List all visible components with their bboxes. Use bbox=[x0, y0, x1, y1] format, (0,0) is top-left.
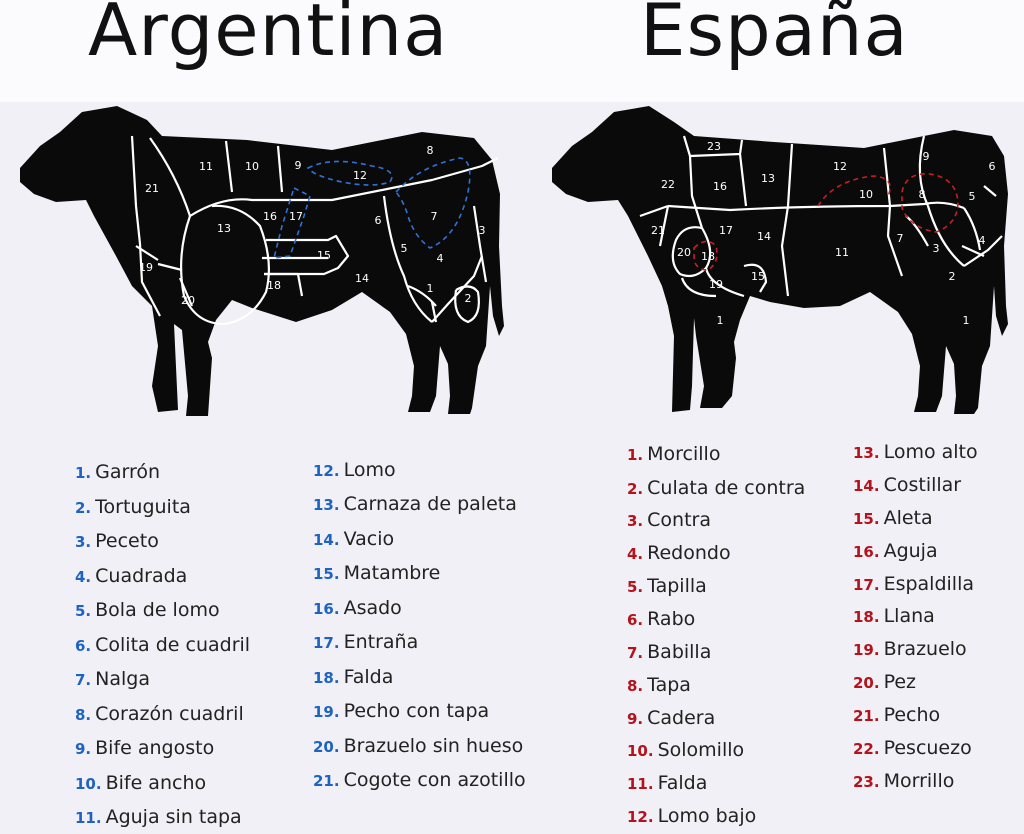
es-label-1b: 1 bbox=[963, 314, 970, 327]
es-label-13: 13 bbox=[761, 172, 775, 185]
legend-item: 19. Pecho con tapa bbox=[313, 700, 490, 722]
legend-item: 3. Contra bbox=[627, 509, 711, 531]
es-label-9: 9 bbox=[923, 150, 930, 163]
legend-item: 15. Matambre bbox=[313, 562, 441, 584]
ar-label-6: 6 bbox=[375, 214, 382, 227]
legend-item: 4. Redondo bbox=[627, 542, 731, 564]
es-label-22: 22 bbox=[661, 178, 675, 191]
legend-item: 16. Asado bbox=[313, 597, 402, 619]
ar-label-15: 15 bbox=[317, 249, 331, 262]
title-argentina: Argentina bbox=[88, 0, 449, 72]
cow-body bbox=[552, 106, 1008, 414]
es-label-16: 16 bbox=[713, 180, 727, 193]
ar-label-8: 8 bbox=[427, 144, 434, 157]
ar-label-4: 4 bbox=[437, 252, 444, 265]
ar-label-21: 21 bbox=[145, 182, 159, 195]
legend-item: 19. Brazuelo bbox=[853, 638, 967, 660]
ar-label-11: 11 bbox=[199, 160, 213, 173]
legend-item: 17. Espaldilla bbox=[853, 573, 975, 595]
es-label-1a: 1 bbox=[717, 314, 724, 327]
legend-item: 7. Nalga bbox=[75, 668, 150, 690]
legend-item: 18. Llana bbox=[853, 605, 935, 627]
legend-item: 6. Colita de cuadril bbox=[75, 634, 251, 656]
es-label-20: 20 bbox=[677, 246, 691, 259]
legend-item: 15. Aleta bbox=[853, 507, 933, 529]
legend-item: 21. Cogote con azotillo bbox=[313, 769, 526, 791]
ar-label-19: 19 bbox=[139, 261, 153, 274]
es-label-15: 15 bbox=[751, 270, 765, 283]
ar-label-12: 12 bbox=[353, 169, 367, 182]
legend-item: 12. Lomo bbox=[313, 459, 396, 481]
es-label-3: 3 bbox=[933, 242, 940, 255]
legend-item: 2. Culata de contra bbox=[627, 477, 806, 499]
ar-label-20: 20 bbox=[181, 294, 195, 307]
legend-item: 8. Corazón cuadril bbox=[75, 703, 244, 725]
legend-item: 1. Morcillo bbox=[627, 443, 721, 465]
legend-item: 16. Aguja bbox=[853, 540, 938, 562]
legend-item: 20. Pez bbox=[853, 671, 917, 693]
es-label-7: 7 bbox=[897, 232, 904, 245]
legend-item: 23. Morrillo bbox=[853, 770, 955, 792]
legend-item: 13. Lomo alto bbox=[853, 441, 978, 463]
legend-item: 14. Costillar bbox=[853, 474, 962, 496]
ar-label-10: 10 bbox=[245, 160, 259, 173]
legend-item: 4. Cuadrada bbox=[75, 565, 188, 587]
legend-item: 13. Carnaza de paleta bbox=[313, 493, 517, 515]
ar-label-14: 14 bbox=[355, 272, 369, 285]
es-label-17: 17 bbox=[719, 224, 733, 237]
es-label-4: 4 bbox=[979, 234, 986, 247]
ar-label-16: 16 bbox=[263, 210, 277, 223]
legend-item: 7. Babilla bbox=[627, 641, 712, 663]
legend-item: 11. Aguja sin tapa bbox=[75, 806, 242, 828]
ar-label-5: 5 bbox=[401, 242, 408, 255]
legend-item: 1. Garrón bbox=[75, 461, 161, 483]
ar-label-1: 1 bbox=[427, 282, 434, 295]
legend-item: 9. Bife angosto bbox=[75, 737, 215, 759]
es-label-12: 12 bbox=[833, 160, 847, 173]
ar-label-3: 3 bbox=[479, 224, 486, 237]
es-label-23: 23 bbox=[707, 140, 721, 153]
ar-label-7: 7 bbox=[431, 210, 438, 223]
title-espana: España bbox=[640, 0, 909, 72]
legend-item: 11. Falda bbox=[627, 772, 708, 794]
es-label-19: 19 bbox=[709, 278, 723, 291]
es-label-5: 5 bbox=[969, 190, 976, 203]
es-label-11: 11 bbox=[835, 246, 849, 259]
espana-cow-diagram: 1 2 3 4 5 6 7 8 9 10 11 12 13 14 15 16 1… bbox=[552, 106, 1008, 414]
legend-item: 6. Rabo bbox=[627, 608, 696, 630]
legend-item: 10. Solomillo bbox=[627, 739, 745, 761]
es-label-18: 18 bbox=[701, 250, 715, 263]
legend-item: 5. Bola de lomo bbox=[75, 599, 220, 621]
ar-label-2: 2 bbox=[465, 292, 472, 305]
legend-item: 21. Pecho bbox=[853, 704, 941, 726]
legend-item: 12. Lomo bajo bbox=[627, 805, 757, 827]
es-label-14: 14 bbox=[757, 230, 771, 243]
ar-label-18: 18 bbox=[267, 279, 281, 292]
legend-item: 9. Cadera bbox=[627, 707, 716, 729]
ar-label-13: 13 bbox=[217, 222, 231, 235]
header-band bbox=[0, 0, 1024, 102]
legend-item: 17. Entraña bbox=[313, 631, 419, 653]
argentina-cow-diagram: 1 2 3 4 5 6 7 8 9 10 11 12 13 14 15 16 1… bbox=[20, 106, 504, 416]
legend-item: 8. Tapa bbox=[627, 674, 691, 696]
es-label-21: 21 bbox=[651, 224, 665, 237]
es-label-2: 2 bbox=[949, 270, 956, 283]
legend-item: 20. Brazuelo sin hueso bbox=[313, 735, 524, 757]
ar-label-9: 9 bbox=[295, 159, 302, 172]
es-label-6: 6 bbox=[989, 160, 996, 173]
legend-item: 2. Tortuguita bbox=[75, 496, 191, 518]
legend-item: 18. Falda bbox=[313, 666, 394, 688]
legend-item: 5. Tapilla bbox=[627, 575, 707, 597]
es-label-8: 8 bbox=[919, 188, 926, 201]
legend-item: 22. Pescuezo bbox=[853, 737, 972, 759]
legend-item: 3. Peceto bbox=[75, 530, 159, 552]
legend-item: 10. Bife ancho bbox=[75, 772, 207, 794]
es-label-10: 10 bbox=[859, 188, 873, 201]
legend-item: 14. Vacio bbox=[313, 528, 395, 550]
ar-label-17: 17 bbox=[289, 210, 303, 223]
